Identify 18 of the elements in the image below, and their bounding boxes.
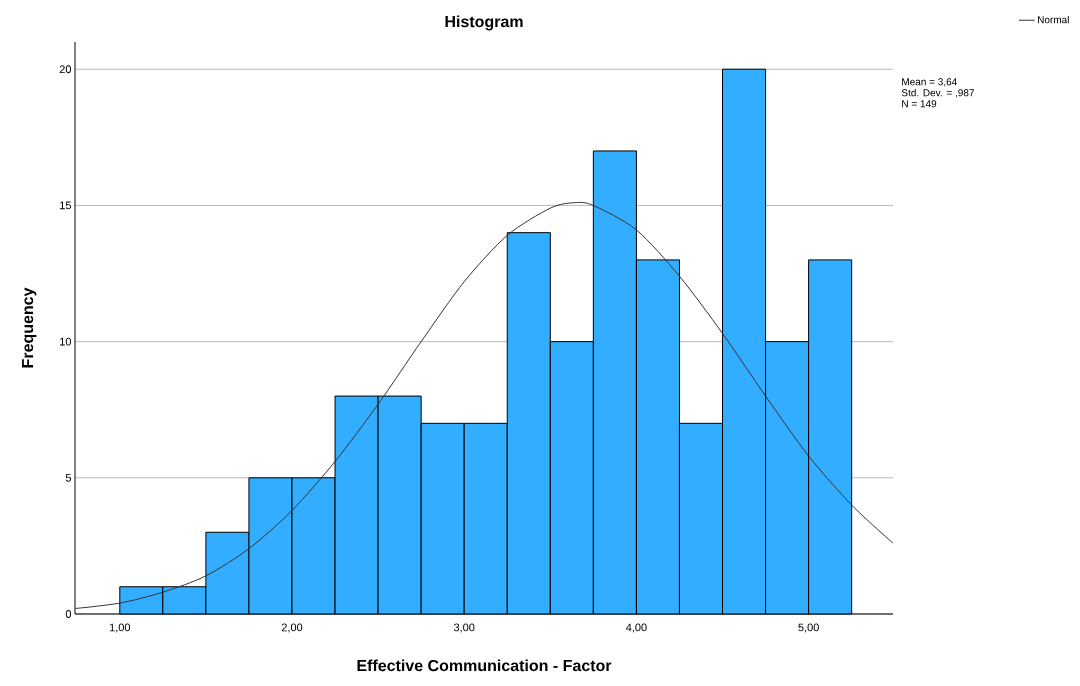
chart-title: Histogram — [445, 15, 523, 31]
y-axis-title: Frequency — [22, 287, 37, 368]
y-tick-label: 20 — [59, 65, 72, 74]
y-tick-label: 0 — [65, 610, 72, 618]
x-axis-title: Effective Communication - Factor — [357, 659, 612, 672]
x-tick-label: 4,00 — [625, 623, 647, 633]
legend-label: Normal — [1037, 15, 1069, 24]
text: N = 149 — [902, 100, 937, 108]
x-tick-label: 3,00 — [453, 623, 475, 633]
line-series — [74, 201, 894, 610]
text: Std. Dev. = ,987 — [901, 88, 974, 98]
y-tick-label: 15 — [60, 201, 71, 210]
x-tick-label: 5,00 — [798, 623, 819, 633]
y-tick-label: 10 — [60, 337, 72, 346]
text: Mean = 3,64 — [902, 78, 957, 87]
x-tick-label: 2,00 — [281, 623, 303, 633]
x-tick-label: 1,00 — [109, 623, 131, 633]
y-tick-label: 5 — [65, 473, 72, 482]
